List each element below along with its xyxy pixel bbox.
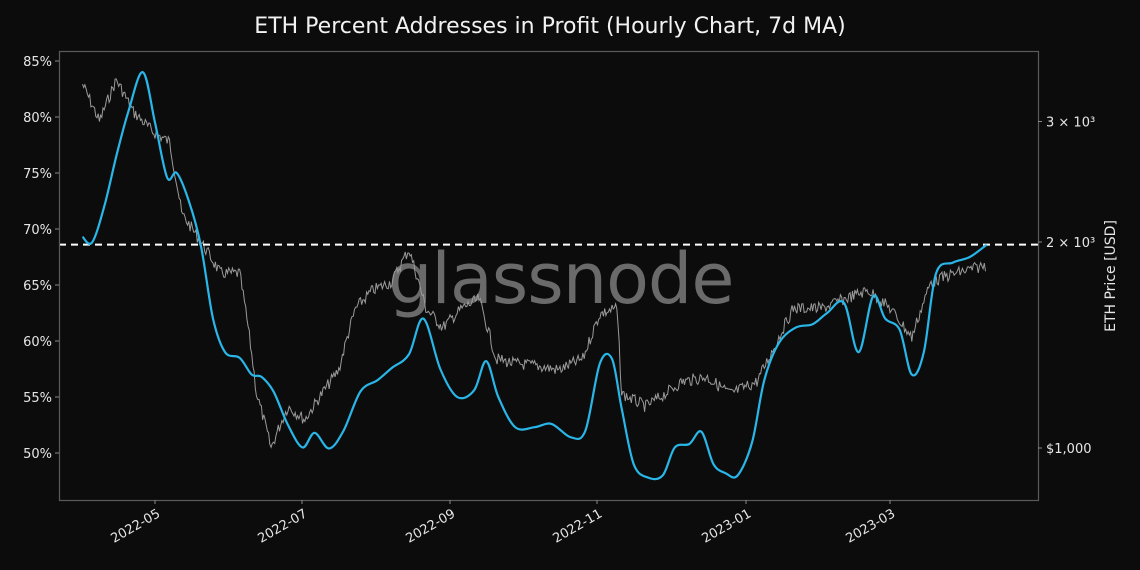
x-tick-label: 2022-07 xyxy=(255,506,310,546)
y-right-tick-label: 2 × 10³ xyxy=(1046,236,1095,251)
y-right-tick-label: 3 × 10³ xyxy=(1046,115,1095,130)
y-left-tick-label: 85% xyxy=(23,55,52,70)
y-left-tick-label: 50% xyxy=(23,447,52,462)
y-left-tick-label: 60% xyxy=(23,335,52,350)
y-left-tick-label: 80% xyxy=(23,111,52,126)
chart-title: ETH Percent Addresses in Profit (Hourly … xyxy=(254,14,846,39)
y-axis-right: 3 × 10³ 2 × 10³ $1,000 xyxy=(1038,115,1095,457)
x-tick-label: 2022-05 xyxy=(108,506,163,546)
y-axis-right-label: ETH Price [USD] xyxy=(1103,220,1119,332)
x-tick-label: 2023-01 xyxy=(699,506,754,546)
eth-price-line xyxy=(82,78,986,449)
percent-in-profit-series xyxy=(81,71,988,481)
x-axis: 2022-05 2022-07 2022-09 2022-11 2023-01 2023-… xyxy=(108,500,898,547)
x-tick-label: 2022-11 xyxy=(550,506,605,546)
y-axis-left: 85% 80% 75% 70% 65% 60% 55% 50% xyxy=(23,55,59,462)
x-tick-label: 2022-09 xyxy=(403,506,458,546)
plot-frame xyxy=(58,50,1040,502)
watermark-logo: glassnode xyxy=(388,238,733,320)
y-right-tick-label: $1,000 xyxy=(1046,442,1092,457)
y-left-tick-label: 70% xyxy=(23,223,52,238)
x-tick-label: 2023-03 xyxy=(843,506,898,546)
eth-price-series xyxy=(82,78,986,449)
y-left-tick-label: 75% xyxy=(23,167,52,182)
y-left-tick-label: 65% xyxy=(23,279,52,294)
y-left-tick-label: 55% xyxy=(23,391,52,406)
percent-in-profit-line xyxy=(81,71,988,481)
